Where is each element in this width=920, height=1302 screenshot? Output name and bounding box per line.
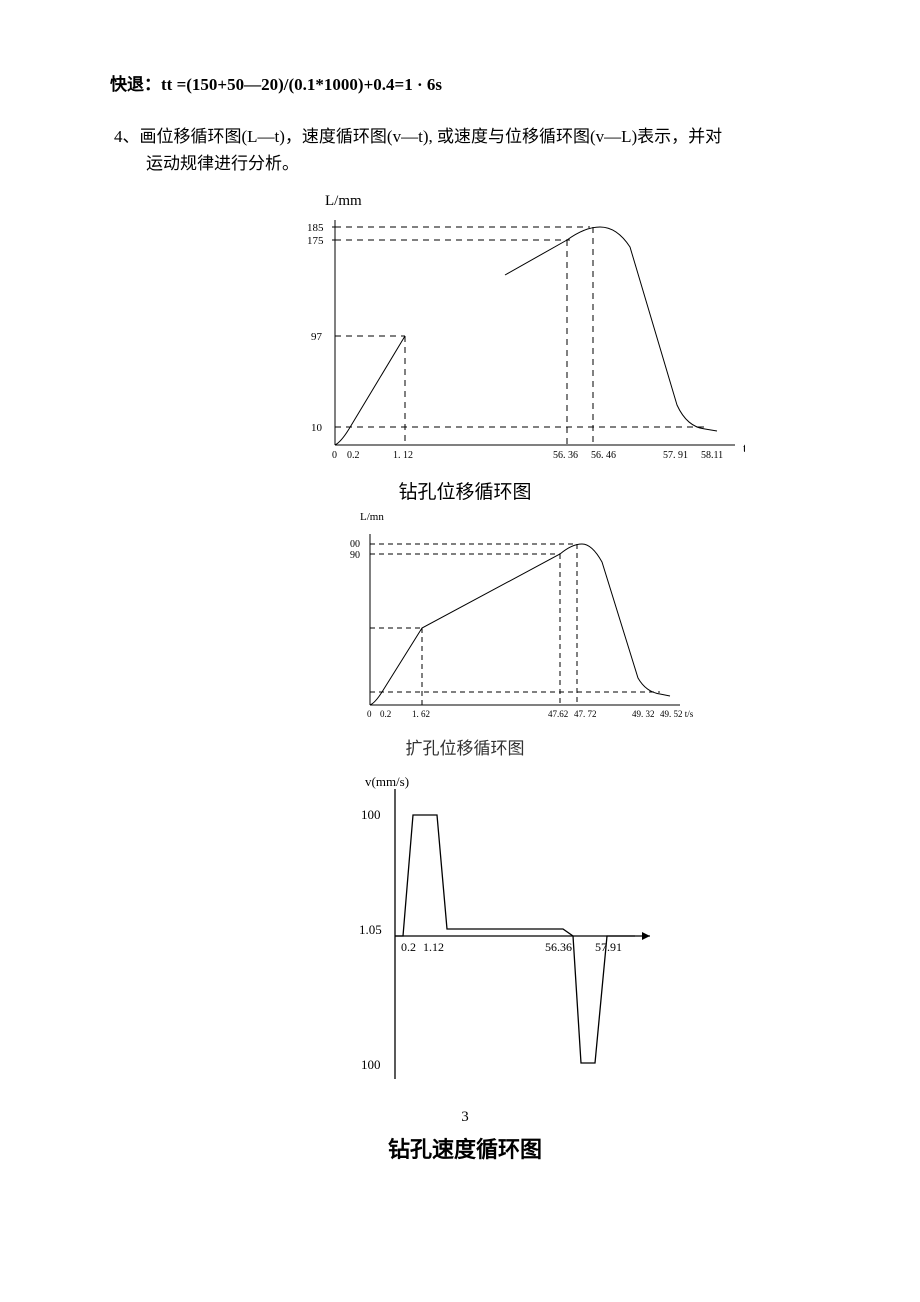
question-line2: 运动规律进行分析。	[146, 150, 820, 177]
chart1-ylabel: L/mm	[325, 195, 362, 209]
chart2-ytick-90: 90	[350, 550, 360, 561]
chart1-curve-right	[505, 227, 717, 431]
chart2-block: L/mn 00 90 0 0.2 1. 62 47.62 47. 72 49. …	[110, 512, 820, 759]
chart1-xtick-5646: 56. 46	[591, 450, 616, 461]
chart1-curve-left	[335, 336, 405, 445]
chart1-xlabel: t/s	[743, 440, 745, 455]
chart2-svg: L/mn 00 90 0 0.2 1. 62 47.62 47. 72 49. …	[230, 512, 700, 732]
chart2-ytick-00: 00	[350, 539, 360, 550]
chart3-ylabel: v(mm/s)	[365, 774, 409, 789]
chart2-xtick-162: 1. 62	[412, 709, 430, 719]
chart3-xtick-5636: 56.36	[545, 940, 572, 954]
chart1-caption: 钻孔位移循环图	[110, 477, 820, 504]
chart1-xtick-5811: 58.11	[701, 450, 723, 461]
chart1-xtick-0: 0	[332, 450, 337, 461]
chart3-xtick-02: 0.2	[401, 940, 416, 954]
chart1-xtick-5791: 57. 91	[663, 450, 688, 461]
chart3-svg: v(mm/s) 100 1.05 100 0.2 1.12 56.36 57.9…	[265, 771, 665, 1091]
chart1-xtick-112: 1. 12	[393, 450, 413, 461]
chart1-ytick-185: 185	[307, 222, 324, 234]
chart3-block: v(mm/s) 100 1.05 100 0.2 1.12 56.36 57.9…	[110, 771, 820, 1091]
chart2-caption: 扩孔位移循环图	[110, 734, 820, 759]
formula-line: 快退：tt =(150+50—20)/(0.1*1000)+0.4=1 · 6s	[110, 70, 820, 95]
chart3-curve	[395, 815, 635, 1063]
question-line1: 画位移循环图(L—t)，速度循环图(v—t), 或速度与位移循环图(v—L)表示…	[140, 127, 723, 146]
page-number: 3	[110, 1109, 820, 1126]
chart2-xtick-4762: 47.62	[548, 709, 568, 719]
chart1-xtick-5636: 56. 36	[553, 450, 578, 461]
chart1-ytick-97: 97	[311, 331, 323, 343]
chart1-xtick-02: 0.2	[347, 450, 360, 461]
chart3-ytick-105: 1.05	[359, 922, 382, 937]
question-block: 4、画位移循环图(L—t)，速度循环图(v—t), 或速度与位移循环图(v—L)…	[114, 123, 820, 177]
chart1-block: L/mm 185 175 97 10 0 0.2 1. 12 56. 36 56…	[110, 195, 820, 504]
chart2-xtick-4772: 47. 72	[574, 709, 597, 719]
chart1-ytick-175: 175	[307, 235, 324, 247]
question-number: 4、	[114, 127, 140, 146]
chart2-xtick-02: 0.2	[380, 709, 391, 719]
chart2-xtick-0: 0	[367, 709, 372, 719]
chart1-ytick-10: 10	[311, 422, 323, 434]
chart3-ytick-100-bot: 100	[361, 1057, 381, 1072]
chart3-xtick-5791: 57.91	[595, 940, 622, 954]
chart3-xarrow	[642, 932, 650, 940]
chart2-xtick-4932: 49. 32	[632, 709, 655, 719]
chart2-xtick-4952: 49. 52 t/s	[660, 709, 694, 719]
chart3-ytick-100-top: 100	[361, 807, 381, 822]
chart3-caption: 钻孔速度循环图	[110, 1132, 820, 1164]
chart2-ylabel: L/mn	[360, 512, 384, 523]
chart1-svg: L/mm 185 175 97 10 0 0.2 1. 12 56. 36 56…	[185, 195, 745, 475]
chart2-curve	[370, 544, 670, 705]
chart3-xtick-112: 1.12	[423, 940, 444, 954]
